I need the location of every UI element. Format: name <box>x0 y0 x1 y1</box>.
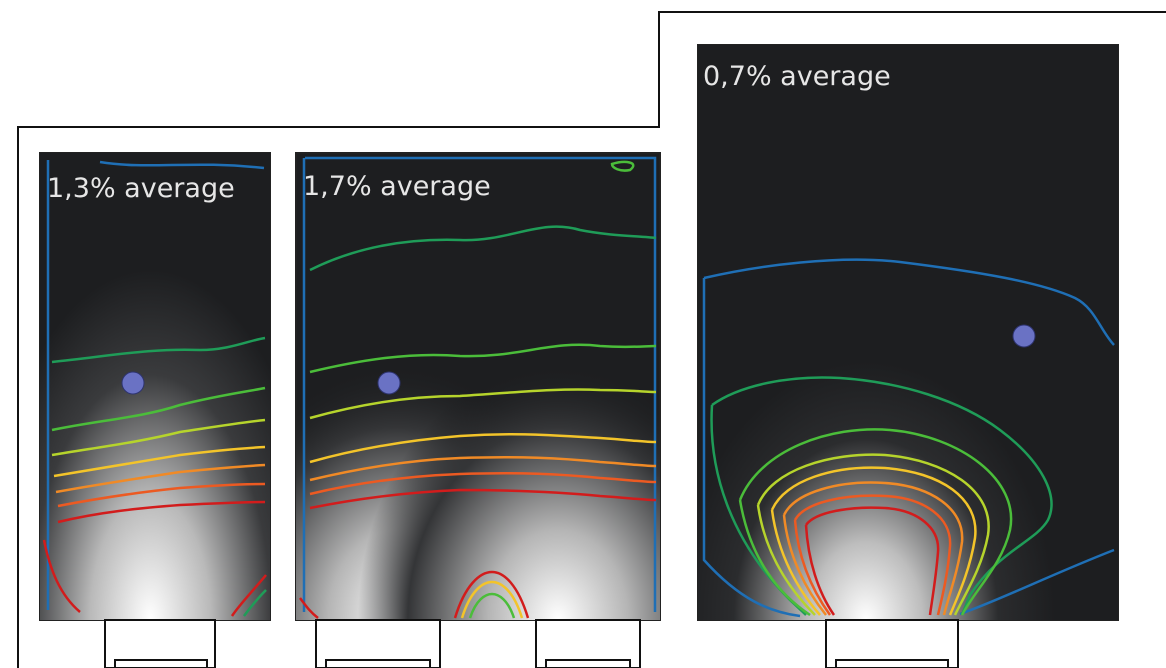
contour-line <box>468 592 516 619</box>
contour-line <box>782 514 827 616</box>
panel-label: 1,3% average <box>47 173 235 204</box>
contour-line <box>756 453 990 616</box>
contour-line <box>770 509 821 616</box>
contour-line <box>57 482 266 508</box>
contour-line <box>309 455 657 482</box>
measurement-point <box>121 371 145 395</box>
contour-line <box>230 574 267 617</box>
contour-line <box>243 589 267 617</box>
window-2 <box>315 619 641 668</box>
contour-line <box>42 539 81 613</box>
contour-line <box>53 445 266 478</box>
room-panel-3: 0,7% average <box>697 44 1119 621</box>
contour-line <box>738 499 811 617</box>
contour-line <box>453 570 530 619</box>
contour-line <box>770 466 977 616</box>
contour-line <box>55 463 266 494</box>
contour-line <box>793 519 832 616</box>
contour-line <box>711 376 1053 616</box>
contour-line <box>610 160 635 172</box>
measurement-point <box>377 371 401 395</box>
floor-plan-outline <box>17 11 1166 668</box>
contour-line <box>460 580 524 619</box>
contour-line <box>738 428 1013 616</box>
contour-line <box>782 481 964 616</box>
contour-line <box>804 506 940 616</box>
measurement-point <box>1012 324 1036 348</box>
contour-line <box>756 504 816 616</box>
panel-label: 0,7% average <box>703 61 891 92</box>
window-openings <box>104 619 959 668</box>
contour-line <box>804 524 836 616</box>
contour-line <box>793 494 952 616</box>
contour-line <box>309 225 657 272</box>
contour-line <box>51 418 266 457</box>
window-1 <box>104 619 216 668</box>
contour-line <box>959 548 1115 616</box>
room-panel-1: 1,3% average <box>39 152 271 621</box>
contour-line <box>309 433 657 464</box>
panel-label: 1,7% average <box>303 171 491 202</box>
contour-line <box>51 336 266 364</box>
contour-line <box>309 388 657 420</box>
contour-line <box>57 500 266 524</box>
contour-line <box>309 471 657 496</box>
contour-line <box>309 488 657 510</box>
contour-line <box>51 386 266 432</box>
window-3 <box>825 619 959 668</box>
room-panel-2: 1,7% average <box>295 152 661 621</box>
contour-line <box>702 278 801 618</box>
contour-line <box>99 160 265 170</box>
contour-line <box>298 597 319 619</box>
contour-line <box>309 343 657 374</box>
contour-line <box>305 156 657 612</box>
contour-line <box>703 258 1115 346</box>
